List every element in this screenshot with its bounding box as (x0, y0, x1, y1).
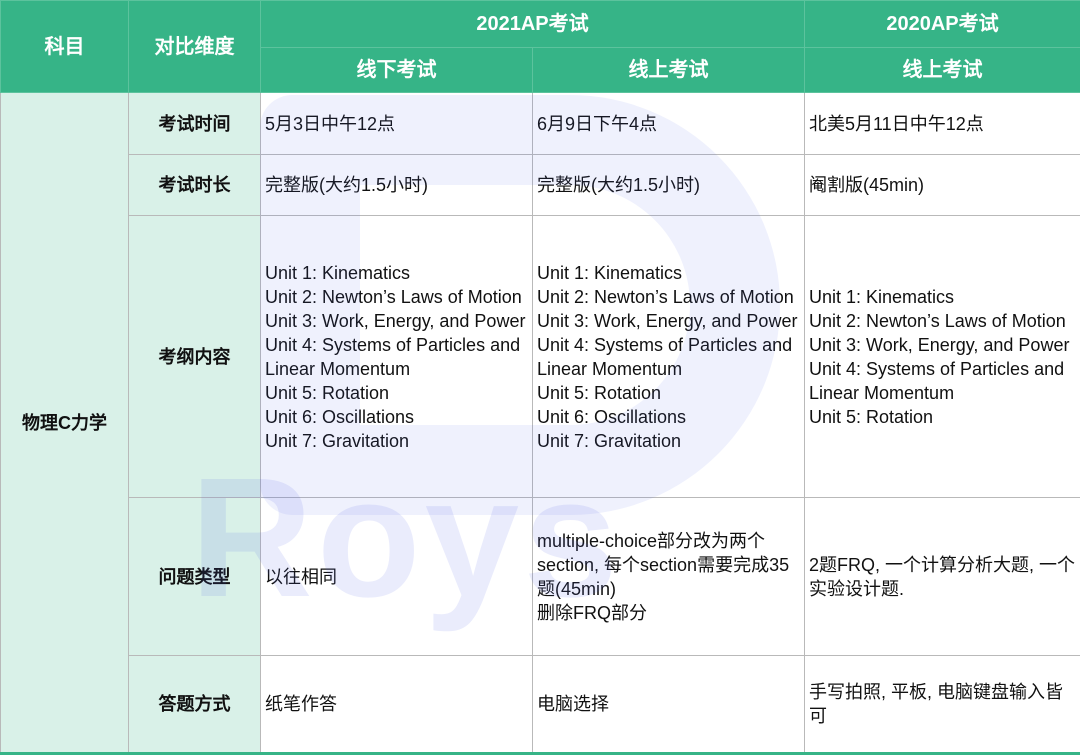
header-2021-online: 线上考试 (532, 47, 805, 93)
row-label: 考纲内容 (128, 215, 261, 498)
header-2020: 2020AP考试 (804, 0, 1080, 48)
header-subject: 科目 (0, 0, 129, 93)
cell: 5月3日中午12点 (260, 92, 533, 155)
cell: multiple-choice部分改为两个section, 每个section需… (532, 497, 805, 656)
bottom-border (0, 752, 1080, 755)
cell: 2题FRQ, 一个计算分析大题, 一个实验设计题. (804, 497, 1080, 656)
cell-line: Unit 2: Newton’s Laws of Motion (809, 310, 1066, 331)
cell: Unit 1: Kinematics Unit 2: Newton’s Laws … (260, 215, 533, 498)
cell-line: Unit 4: Systems of Particles and Linear … (265, 334, 521, 379)
cell-line: Unit 5: Rotation (809, 406, 934, 427)
cell-line: Unit 3: Work, Energy, and Power (809, 334, 1070, 355)
cell-line: Unit 1: Kinematics (809, 286, 955, 307)
cell-line: Unit 7: Gravitation (265, 430, 410, 451)
header-dimension: 对比维度 (128, 0, 261, 93)
cell-line: Unit 4: Systems of Particles and Linear … (809, 358, 1065, 403)
cell-line: Unit 5: Rotation (265, 382, 390, 403)
header-2021-offline: 线下考试 (260, 47, 533, 93)
subject-cell: 物理C力学 (0, 92, 129, 753)
cell-line: multiple-choice部分改为两个section, 每个section需… (537, 530, 790, 599)
cell: 纸笔作答 (260, 655, 533, 753)
cell: 完整版(大约1.5小时) (260, 154, 533, 216)
cell-line: Unit 2: Newton’s Laws of Motion (537, 286, 794, 307)
row-label: 答题方式 (128, 655, 261, 753)
cell: 完整版(大约1.5小时) (532, 154, 805, 216)
cell-line: Unit 3: Work, Energy, and Power (265, 310, 526, 331)
row-label: 考试时间 (128, 92, 261, 155)
header-2020-online: 线上考试 (804, 47, 1080, 93)
cell-line: Unit 1: Kinematics (265, 262, 411, 283)
row-label: 考试时长 (128, 154, 261, 216)
cell: Unit 1: Kinematics Unit 2: Newton’s Laws … (804, 215, 1080, 498)
cell-line: Unit 7: Gravitation (537, 430, 682, 451)
cell: 6月9日下午4点 (532, 92, 805, 155)
cell: 阉割版(45min) (804, 154, 1080, 216)
cell: 手写拍照, 平板, 电脑键盘输入皆可 (804, 655, 1080, 753)
cell-line: Unit 6: Oscillations (537, 406, 687, 427)
cell-line: Unit 1: Kinematics (537, 262, 683, 283)
cell: 电脑选择 (532, 655, 805, 753)
cell: 北美5月11日中午12点 (804, 92, 1080, 155)
cell-line: Unit 4: Systems of Particles and Linear … (537, 334, 793, 379)
cell-line: Unit 2: Newton’s Laws of Motion (265, 286, 522, 307)
cell-line: Unit 3: Work, Energy, and Power (537, 310, 798, 331)
cell-line: Unit 5: Rotation (537, 382, 662, 403)
cell-line: 删除FRQ部分 (537, 602, 647, 623)
cell: 以往相同 (260, 497, 533, 656)
row-label: 问题类型 (128, 497, 261, 656)
cell-line: Unit 6: Oscillations (265, 406, 415, 427)
cell: Unit 1: Kinematics Unit 2: Newton’s Laws … (532, 215, 805, 498)
header-2021: 2021AP考试 (260, 0, 805, 48)
